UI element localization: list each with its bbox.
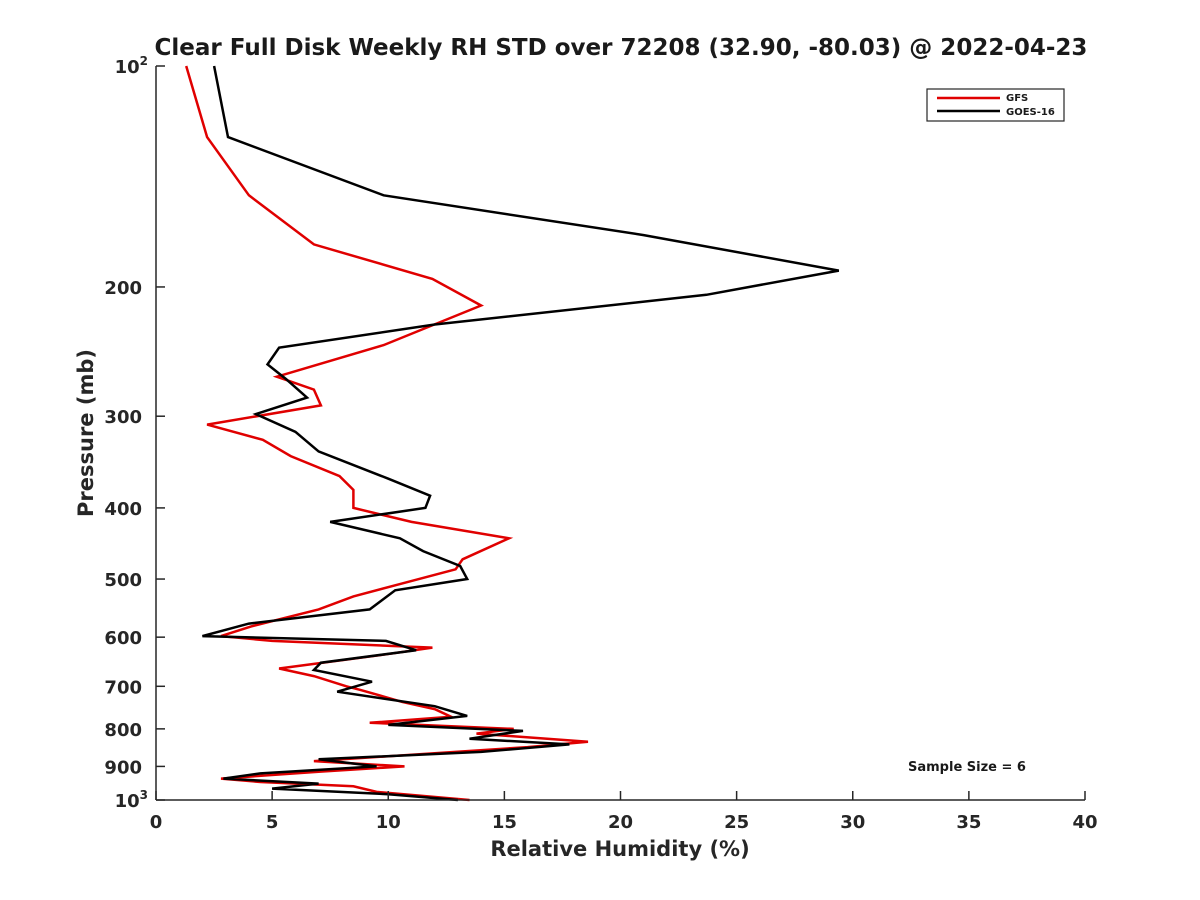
y-tick-base: 10 bbox=[115, 57, 140, 78]
y-tick-label: 800 bbox=[104, 720, 142, 741]
y-tick-label: 500 bbox=[104, 570, 142, 591]
x-tick-label: 10 bbox=[376, 812, 401, 833]
x-tick-label: 40 bbox=[1072, 812, 1097, 833]
x-tick-label: 20 bbox=[608, 812, 633, 833]
y-tick-label: 300 bbox=[104, 407, 142, 428]
y-tick-exponent: 2 bbox=[140, 54, 148, 68]
x-tick-label: 30 bbox=[840, 812, 865, 833]
x-tick-label: 15 bbox=[492, 812, 517, 833]
x-tick-label: 5 bbox=[266, 812, 279, 833]
y-tick-label: 103 bbox=[115, 788, 148, 812]
legend-label-gfs: GFS bbox=[1006, 93, 1028, 104]
legend-box bbox=[926, 88, 1065, 122]
y-tick-exponent: 3 bbox=[140, 788, 148, 802]
y-tick-label: 102 bbox=[115, 54, 148, 78]
x-tick-label: 25 bbox=[724, 812, 749, 833]
y-tick-label: 900 bbox=[104, 757, 142, 778]
y-tick-base: 10 bbox=[115, 791, 140, 812]
x-tick-label: 0 bbox=[150, 812, 163, 833]
y-axis-label: Pressure (mb) bbox=[74, 349, 98, 517]
y-tick-label: 200 bbox=[104, 278, 142, 299]
x-ticks: 0 5 10 15 20 25 30 35 40 bbox=[150, 791, 1098, 833]
y-tick-label: 400 bbox=[104, 499, 142, 520]
x-tick-label: 35 bbox=[956, 812, 981, 833]
series-layer bbox=[185, 65, 840, 802]
y-tick-label: 700 bbox=[104, 677, 142, 698]
chart-title: Clear Full Disk Weekly RH STD over 72208… bbox=[155, 35, 1088, 61]
series-line-goes16 bbox=[202, 65, 840, 802]
y-tick-label: 600 bbox=[104, 628, 142, 649]
x-axis-label: Relative Humidity (%) bbox=[490, 837, 749, 861]
legend-label-goes16: GOES-16 bbox=[1006, 107, 1055, 118]
legend: GFS GOES-16 bbox=[926, 88, 1065, 122]
sample-size-annotation: Sample Size = 6 bbox=[908, 760, 1026, 775]
